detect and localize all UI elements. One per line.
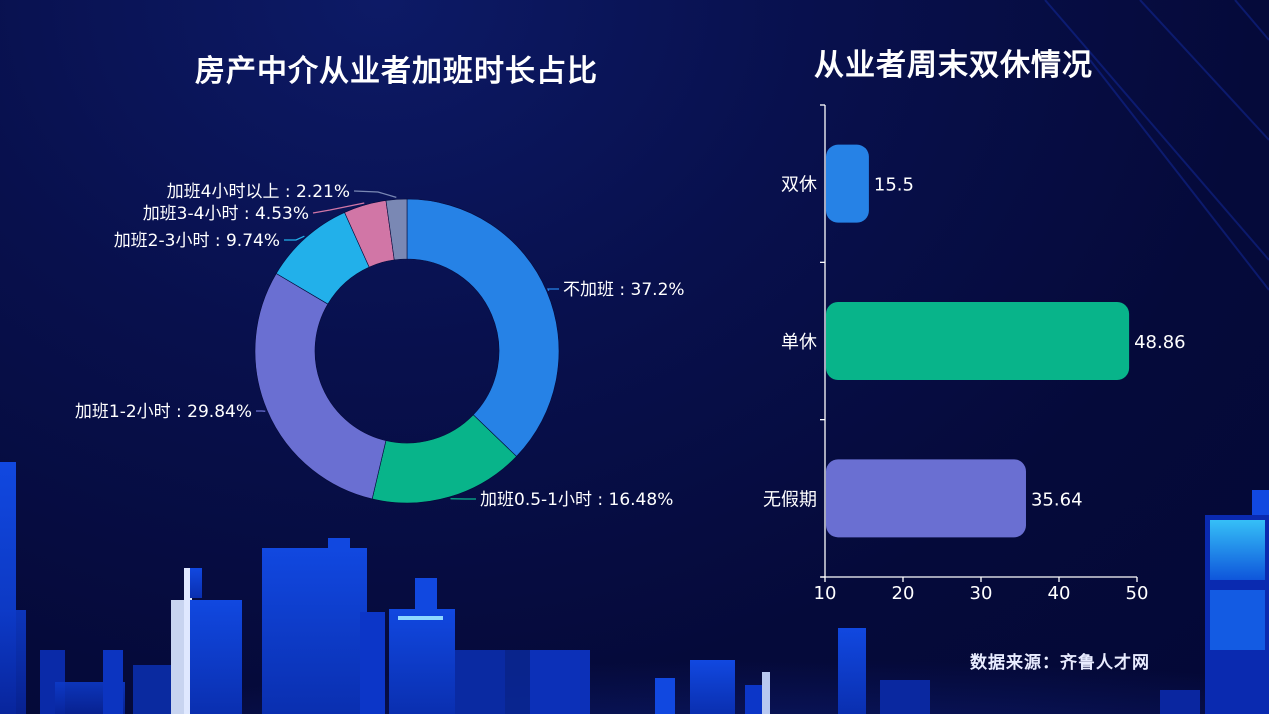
bar-chart-title: 从业者周末双休情况 (814, 48, 1093, 83)
donut-slice[interactable] (385, 198, 408, 261)
y-axis-category-label: 无假期 (763, 489, 817, 510)
bar-chart-axes: 10 20 30 40 50 (814, 104, 1149, 604)
x-axis-tick-label: 20 (892, 583, 915, 604)
label-leader-line (547, 288, 559, 291)
y-axis-category-label: 双休 (781, 175, 817, 196)
x-axis-tick-label: 40 (1048, 583, 1071, 604)
bar[interactable] (826, 144, 869, 223)
bar[interactable] (826, 302, 1130, 380)
label-leader-line (284, 235, 305, 241)
y-axis-category-label: 单休 (781, 332, 817, 353)
bar-value-label: 35.64 (1031, 489, 1083, 510)
bar-chart-bars: 双休 15.5 单休 48.86 无假期 35.64 (763, 144, 1186, 538)
bar[interactable] (826, 459, 1026, 538)
donut-slice-label: 加班3-4小时 : 4.53% (143, 204, 309, 224)
label-leader-line (353, 190, 397, 198)
x-axis-tick-label: 30 (970, 583, 993, 604)
x-axis-tick-label: 10 (814, 583, 837, 604)
bar-value-label: 15.5 (874, 175, 914, 196)
label-leader-line (312, 202, 365, 214)
donut-slice-label: 加班0.5-1小时 : 16.48% (480, 490, 673, 510)
donut-slice[interactable] (254, 273, 387, 500)
donut-slice-label: 加班1-2小时 : 29.84% (75, 402, 252, 422)
donut-slices (254, 198, 560, 504)
x-axis-tick-label: 50 (1126, 583, 1149, 604)
donut-slice[interactable] (406, 198, 560, 457)
donut-slice-label: 加班2-3小时 : 9.74% (114, 231, 280, 251)
donut-slice-label: 不加班 : 37.2% (563, 280, 685, 300)
donut-slice-label: 加班4小时以上 : 2.21% (167, 182, 350, 202)
donut-chart-title: 房产中介从业者加班时长占比 (195, 54, 598, 89)
bar-value-label: 48.86 (1134, 332, 1186, 353)
data-source-note: 数据来源：齐鲁人才网 (970, 653, 1150, 673)
donut-labels: 不加班 : 37.2% 加班0.5-1小时 : 16.48% 加班1-2小时 : 2… (75, 182, 685, 510)
